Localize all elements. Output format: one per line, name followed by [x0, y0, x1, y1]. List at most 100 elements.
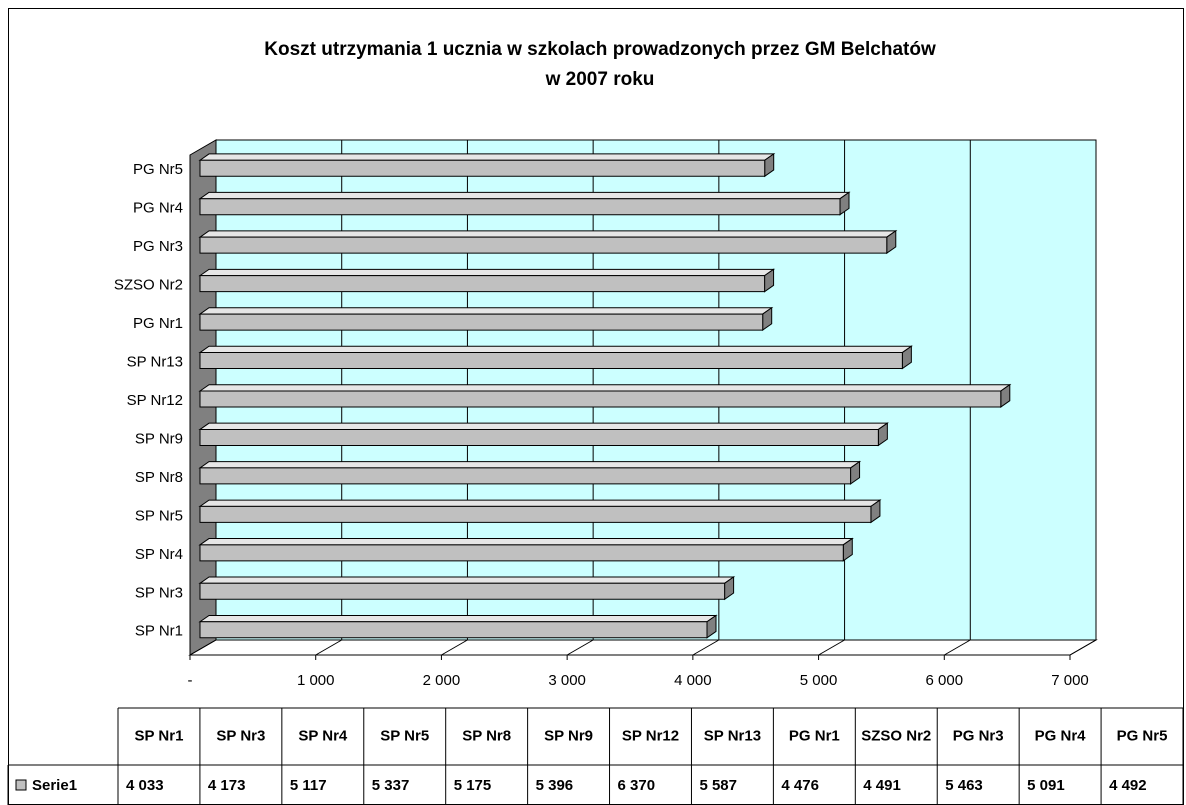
bar-top [198, 576, 736, 584]
x-tick-label: 5 000 [800, 672, 838, 689]
table-value: 4 476 [781, 777, 819, 794]
y-tick-label: SP Nr13 [127, 354, 183, 371]
y-tick-label: PG Nr1 [133, 315, 183, 332]
bar-top [198, 268, 776, 277]
table-value: 4 492 [1109, 777, 1147, 794]
y-tick-label: SP Nr1 [135, 623, 183, 640]
bar-front [199, 544, 844, 562]
x-tick-label: 3 000 [548, 672, 586, 689]
chart-title: w 2007 roku [545, 69, 655, 90]
bar-top [198, 153, 776, 161]
table-value: 4 173 [208, 777, 246, 794]
table-value: 5 175 [454, 777, 492, 794]
table-value: 5 337 [372, 777, 410, 794]
grid-line [818, 639, 845, 656]
bar-front [199, 275, 766, 293]
y-tick-label: PG Nr4 [133, 200, 183, 217]
bar [198, 499, 882, 524]
bar [198, 152, 776, 178]
bar-front [199, 621, 708, 639]
bar [198, 576, 736, 601]
bar-top [198, 191, 851, 200]
table-header: SP Nr1 [135, 727, 184, 744]
bar-top [198, 614, 718, 623]
table-header: SP Nr12 [622, 727, 679, 744]
y-tick-label: SP Nr8 [135, 469, 183, 486]
table-header: PG Nr1 [789, 727, 840, 744]
table-header: SP Nr4 [298, 727, 348, 744]
grid-line [1069, 639, 1097, 656]
table-header: SP Nr8 [462, 727, 511, 744]
x-tick-label: 4 000 [674, 672, 712, 689]
table-header: PG Nr4 [1035, 727, 1087, 744]
bar-top [198, 384, 1012, 392]
bar [198, 422, 889, 447]
table-value: 5 463 [945, 777, 983, 794]
y-tick-label: SZSO Nr2 [114, 277, 183, 294]
bar-front [199, 313, 764, 331]
table-value: 4 033 [126, 777, 164, 794]
grid-line [692, 639, 720, 656]
bar-front [199, 198, 841, 216]
bar-front [199, 390, 1002, 408]
bar [198, 191, 851, 216]
grid-line [189, 639, 217, 656]
table-header: SP Nr9 [544, 727, 593, 744]
bar [198, 229, 898, 255]
bar-front [199, 352, 903, 370]
y-tick-label: PG Nr5 [133, 161, 183, 178]
table-value: 5 396 [536, 777, 574, 794]
legend-swatch [15, 779, 27, 791]
y-tick-label: SP Nr5 [135, 507, 183, 524]
bar [198, 537, 854, 562]
y-tick-label: SP Nr4 [135, 546, 183, 563]
y-tick-label: SP Nr9 [135, 430, 183, 447]
grid-line [441, 639, 468, 656]
bar-top [198, 230, 898, 238]
y-tick-label: PG Nr3 [133, 238, 183, 255]
table-value: 6 370 [618, 777, 656, 794]
bar-front [199, 428, 879, 446]
table-value: 5 091 [1027, 777, 1065, 794]
table-value: 4 491 [863, 777, 901, 794]
floor [188, 639, 1098, 656]
bar-front [199, 505, 872, 523]
y-tick-label: SP Nr3 [135, 584, 183, 601]
table-header: SP Nr5 [380, 727, 429, 744]
bar [198, 345, 913, 370]
bar [198, 268, 776, 293]
bar [198, 306, 774, 332]
table-value: 5 117 [290, 777, 327, 794]
grid-line [566, 639, 594, 656]
table-header: PG Nr3 [953, 727, 1004, 744]
x-tick-label: 1 000 [297, 672, 335, 689]
chart-title: Koszt utrzymania 1 ucznia w szkolach pro… [264, 39, 936, 60]
bar-top [198, 307, 774, 315]
bar-top [198, 538, 854, 546]
bar [198, 383, 1012, 408]
x-tick-label: 2 000 [423, 672, 461, 689]
table-header: SP Nr3 [216, 727, 265, 744]
bar-top [198, 422, 889, 430]
grid-line [944, 639, 971, 656]
x-tick-label: 6 000 [926, 672, 964, 689]
grid-line [315, 639, 342, 656]
bar-front [199, 582, 726, 600]
table-value: 5 587 [699, 777, 737, 794]
bar-top [198, 345, 913, 354]
bar [198, 460, 862, 485]
legend-label: Serie1 [32, 777, 77, 794]
bar-top [198, 499, 882, 507]
bar-top [198, 461, 862, 469]
bar [198, 614, 718, 639]
x-tick-label: 7 000 [1051, 672, 1089, 689]
bar-front [199, 467, 852, 485]
y-tick-label: SP Nr12 [127, 392, 183, 409]
x-tick-label: - [188, 672, 193, 689]
table-header: SP Nr13 [704, 727, 761, 744]
bar-front [199, 159, 766, 177]
table-header: PG Nr5 [1117, 727, 1168, 744]
table-header: SZSO Nr2 [861, 727, 931, 744]
bar-front [199, 236, 888, 254]
